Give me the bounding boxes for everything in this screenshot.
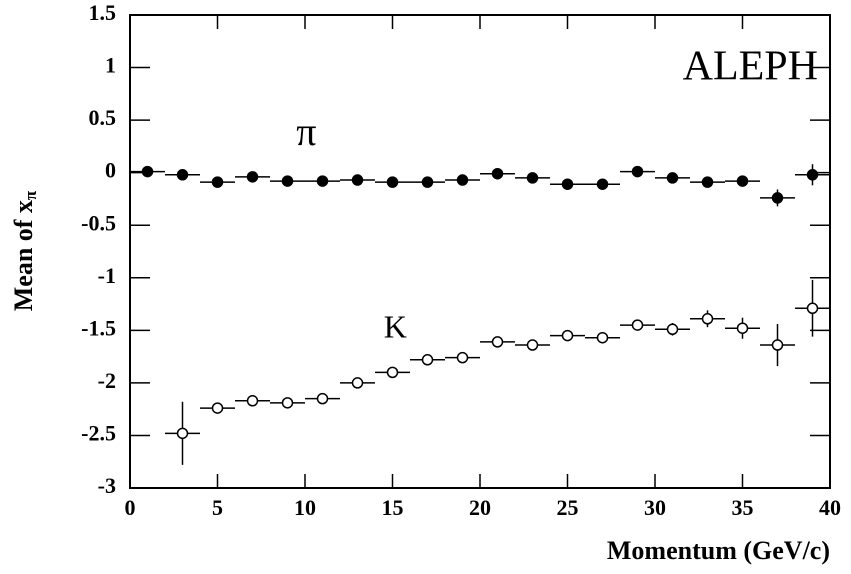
y-tick-label: 1 [105,53,116,78]
marker [246,171,259,183]
marker [456,174,469,186]
marker [771,339,784,351]
x-tick-label: 20 [469,495,491,520]
marker [666,323,679,336]
y-axis-label-sub: π [21,190,40,200]
marker [316,392,329,405]
x-tick-label: 40 [819,495,841,520]
marker [666,172,679,184]
marker [176,169,189,181]
x-tick-label: 30 [644,495,666,520]
marker [561,329,574,342]
y-tick-label: -2.5 [81,420,116,445]
marker [456,351,469,364]
marker [246,395,259,407]
y-tick-label: -1.5 [81,315,116,340]
marker [491,336,504,348]
x-tick-label: 0 [125,495,136,520]
marker [736,322,749,334]
y-axis-label-main: Mean of x [9,200,38,311]
marker [526,339,539,351]
marker [281,397,294,409]
marker [386,176,399,188]
y-tick-label: -1 [98,263,116,288]
marker [281,175,294,187]
y-tick-label: 0.5 [89,105,117,130]
marker [771,192,784,204]
annotation: K [384,309,407,345]
marker [211,402,224,414]
marker [526,172,539,184]
x-axis-label: Momentum (GeV/c) [607,536,830,565]
y-tick-label: 1.5 [89,0,117,25]
marker [351,377,364,389]
marker [351,174,364,186]
marker [596,178,609,190]
x-tick-label: 15 [382,495,404,520]
marker [806,169,819,181]
marker [701,176,714,188]
x-tick-label: 10 [294,495,316,520]
y-tick-label: -0.5 [81,210,116,235]
x-tick-label: 25 [557,495,579,520]
y-axis-label: Mean of xπ [9,190,40,311]
marker [176,427,189,440]
marker [421,176,434,188]
marker [211,176,224,188]
marker [596,331,609,344]
y-tick-label: -3 [98,473,116,498]
y-tick-label: 0 [105,158,116,183]
y-tick-label: -2 [98,368,116,393]
marker [316,175,329,187]
marker [631,165,644,178]
marker [141,165,154,178]
marker [561,178,574,190]
marker [491,167,504,180]
marker [631,319,644,331]
marker [736,175,749,187]
marker [386,366,399,379]
marker [701,313,714,325]
annotation: π [296,109,316,154]
marker [421,354,434,366]
marker [806,302,819,315]
annotation: ALEPH [683,43,818,89]
x-tick-label: 5 [212,495,223,520]
x-tick-label: 35 [732,495,754,520]
